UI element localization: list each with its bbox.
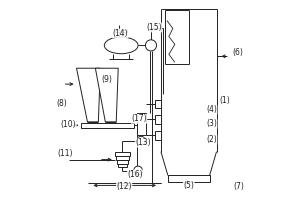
Bar <box>118 164 127 167</box>
Text: (13): (13) <box>135 138 151 147</box>
Text: (9): (9) <box>102 75 113 84</box>
Circle shape <box>146 40 157 51</box>
Text: (1): (1) <box>219 96 230 104</box>
Circle shape <box>134 166 142 175</box>
Text: (12): (12) <box>116 182 132 191</box>
Bar <box>82 123 134 128</box>
Text: (4): (4) <box>206 105 217 114</box>
Bar <box>155 100 161 108</box>
Ellipse shape <box>104 37 138 54</box>
Text: (6): (6) <box>232 48 243 57</box>
Text: (2): (2) <box>206 135 217 144</box>
Text: (10): (10) <box>61 120 76 129</box>
Text: (11): (11) <box>58 149 73 158</box>
Text: (14): (14) <box>112 29 128 38</box>
Text: (17): (17) <box>131 114 147 123</box>
Text: (8): (8) <box>56 99 67 108</box>
Bar <box>115 152 130 156</box>
Text: (15): (15) <box>146 23 162 32</box>
Bar <box>155 115 161 124</box>
Text: (7): (7) <box>233 182 244 191</box>
Bar <box>117 160 128 164</box>
Bar <box>115 30 120 32</box>
Bar <box>122 30 127 32</box>
Bar <box>155 131 161 140</box>
Bar <box>116 156 129 160</box>
Polygon shape <box>95 68 118 122</box>
Text: (3): (3) <box>206 119 217 128</box>
Text: (5): (5) <box>183 181 194 190</box>
Bar <box>137 113 146 135</box>
Polygon shape <box>76 68 100 122</box>
Bar <box>168 175 210 182</box>
Circle shape <box>137 136 146 145</box>
Text: (16): (16) <box>127 170 143 179</box>
